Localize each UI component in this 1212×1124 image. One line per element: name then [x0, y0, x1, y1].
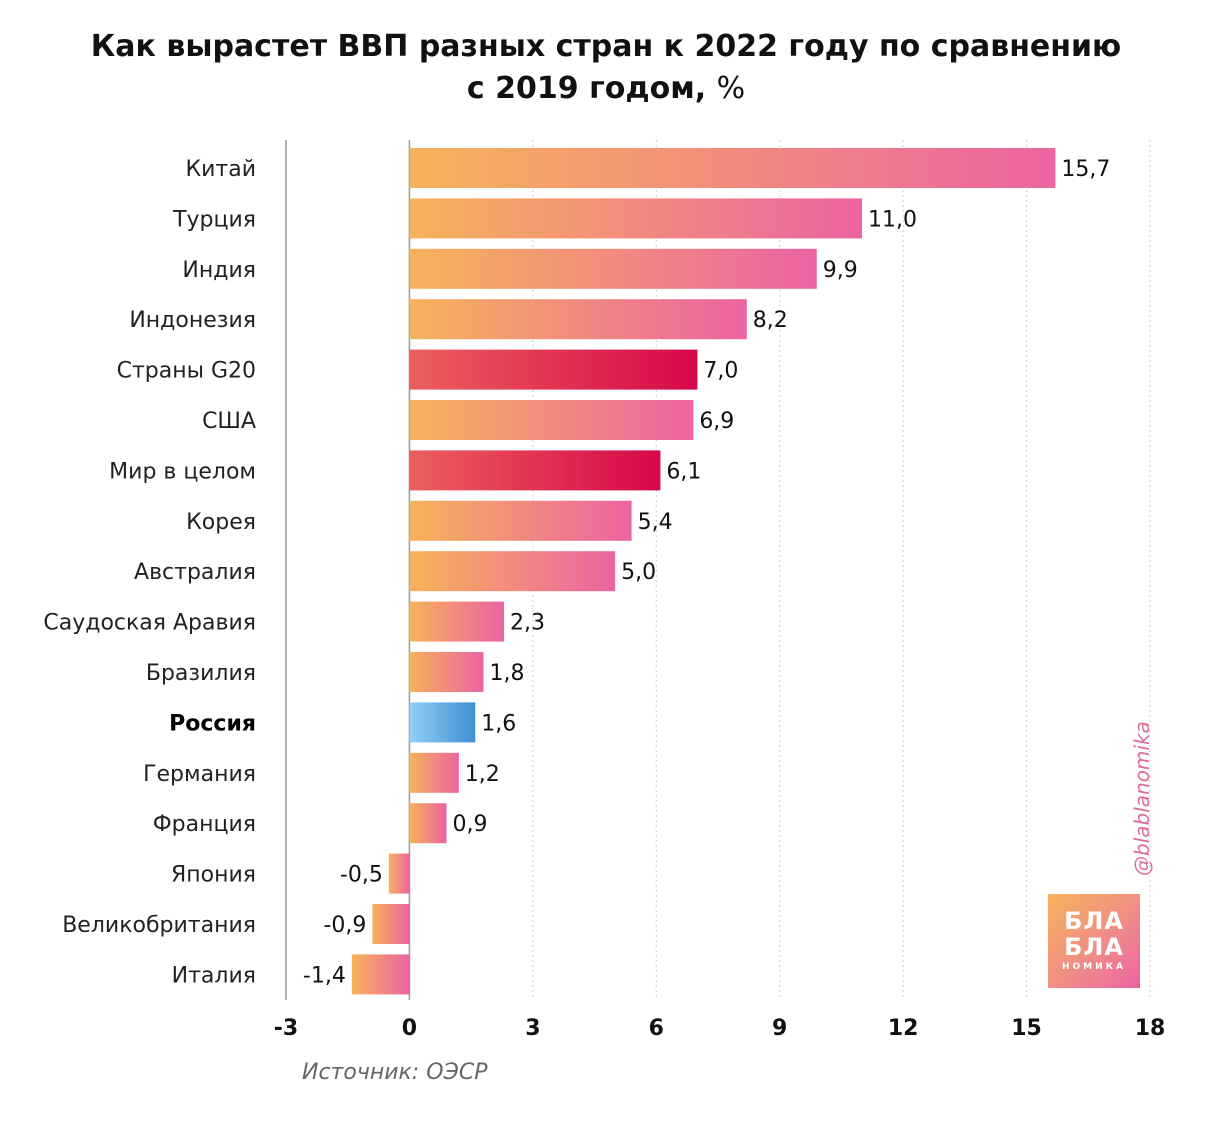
- bar-2: [409, 248, 817, 289]
- category-label-2: Индия: [182, 258, 256, 283]
- bar-6: [409, 450, 661, 491]
- bar-10: [409, 652, 484, 692]
- bar-16: [351, 954, 410, 995]
- x-tick-label-6: 15: [1011, 1016, 1042, 1041]
- bar-5: [409, 400, 694, 440]
- x-tick-label-2: 3: [525, 1016, 540, 1041]
- category-label-4: Страны G20: [117, 359, 256, 384]
- category-label-15: Великобритания: [62, 913, 256, 938]
- value-labels: 15,7 11,0 9,9 8,2 7,0 6,9 6,1 5,4 5,0 2,3 1,8 1,6 1,…: [303, 157, 1110, 988]
- chart-title-line-2: с 2019 годом, %: [0, 68, 1212, 110]
- watermark-handle-text: @blablanomika: [1130, 721, 1154, 876]
- value-label-5: 6,9: [699, 409, 734, 434]
- value-label-15: -0,9: [323, 913, 366, 938]
- value-label-2: 9,9: [823, 258, 858, 283]
- value-label-11: 1,6: [481, 711, 516, 736]
- category-label-12: Германия: [143, 762, 256, 787]
- category-label-1: Турция: [172, 207, 256, 232]
- category-label-14: Япония: [171, 863, 256, 888]
- value-label-1: 11,0: [868, 207, 917, 232]
- bar-11: [409, 702, 476, 743]
- category-label-11: Россия: [169, 711, 256, 736]
- x-tick-label-0: -3: [274, 1016, 298, 1041]
- category-label-5: США: [202, 409, 256, 434]
- x-tick-label-5: 12: [888, 1016, 919, 1041]
- brand-logo-line-2: БЛА: [1064, 933, 1124, 961]
- chart-title-unit: %: [716, 71, 746, 106]
- category-label-10: Бразилия: [146, 661, 256, 686]
- category-label-0: Китай: [185, 157, 256, 182]
- bar-8: [409, 551, 616, 592]
- value-label-6: 6,1: [666, 459, 701, 484]
- brand-logo-line-1: БЛА: [1064, 907, 1124, 935]
- x-axis-ticks: -3 0 3 6 9 12 15 18: [274, 1016, 1166, 1041]
- value-label-13: 0,9: [452, 812, 487, 837]
- x-tick-label-3: 6: [649, 1016, 664, 1041]
- bar-0: [409, 148, 1056, 188]
- brand-logo: БЛА БЛА НОМИКА: [1048, 894, 1140, 988]
- value-label-16: -1,4: [303, 963, 346, 988]
- source-note: Источник: ОЭСР: [302, 1060, 488, 1085]
- bar-1: [409, 198, 862, 239]
- watermark-handle: @blablanomika: [1130, 721, 1154, 876]
- value-label-7: 5,4: [638, 510, 673, 535]
- bar-3: [409, 299, 747, 340]
- value-label-8: 5,0: [621, 560, 656, 585]
- value-label-10: 1,8: [489, 661, 524, 686]
- bar-4: [409, 349, 698, 390]
- bar-12: [409, 752, 459, 793]
- category-labels: Китай Турция Индия Индонезия Страны G20 США Ми…: [43, 157, 256, 988]
- bar-15: [372, 904, 410, 944]
- brand-logo-line-3: НОМИКА: [1062, 962, 1126, 972]
- category-label-8: Австралия: [134, 560, 256, 585]
- chart-title-line-1: Как вырастет ВВП разных стран к 2022 год…: [90, 29, 1122, 64]
- bar-9: [409, 601, 505, 642]
- value-label-12: 1,2: [465, 762, 500, 787]
- value-label-14: -0,5: [340, 863, 383, 888]
- category-label-7: Корея: [186, 510, 256, 535]
- category-label-9: Саудоская Аравия: [43, 611, 256, 636]
- x-tick-label-1: 0: [402, 1016, 417, 1041]
- chart-title: Как вырастет ВВП разных стран к 2022 год…: [0, 26, 1212, 110]
- chart-title-line-2-text: с 2019 годом,: [466, 71, 707, 106]
- bar-13: [409, 803, 447, 844]
- bars: [351, 148, 1056, 995]
- x-tick-label-7: 18: [1135, 1016, 1166, 1041]
- category-label-16: Италия: [172, 963, 256, 988]
- x-tick-label-4: 9: [772, 1016, 787, 1041]
- bar-14: [388, 853, 410, 894]
- category-label-6: Мир в целом: [109, 459, 256, 484]
- bar-7: [409, 500, 632, 541]
- value-label-4: 7,0: [703, 359, 738, 384]
- category-label-13: Франция: [153, 812, 256, 837]
- value-label-9: 2,3: [510, 611, 545, 636]
- category-label-3: Индонезия: [129, 308, 256, 333]
- value-label-0: 15,7: [1061, 157, 1110, 182]
- value-label-3: 8,2: [753, 308, 788, 333]
